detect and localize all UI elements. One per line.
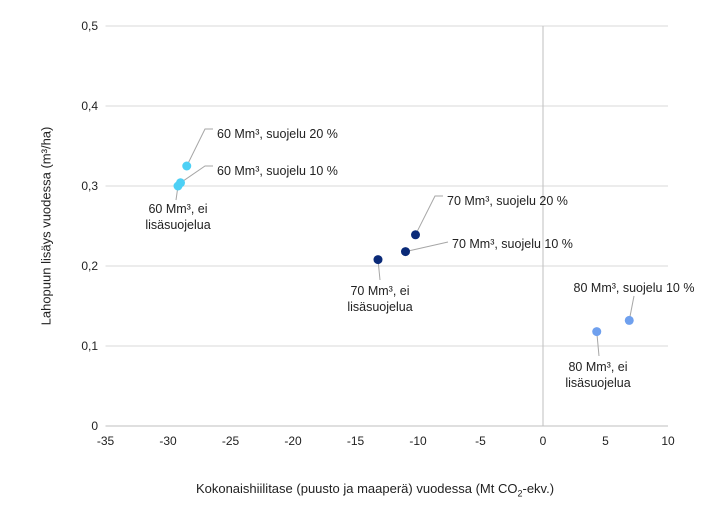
data-label: 60 Mm³, ei bbox=[148, 202, 207, 216]
y-axis-label: Lahopuun lisäys vuodessa (m³/ha) bbox=[38, 126, 54, 326]
leader-line bbox=[180, 165, 213, 184]
x-tick-label: -25 bbox=[222, 434, 240, 448]
data-label: lisäsuojelua bbox=[145, 218, 210, 232]
y-tick-label: 0 bbox=[91, 419, 98, 433]
x-axis-label-part: Kokonaishiilitase (puusto ja maaperä) vu… bbox=[195, 481, 518, 496]
leader-line bbox=[186, 128, 213, 167]
data-point bbox=[373, 255, 383, 265]
data-point bbox=[173, 181, 183, 191]
data-label: 70 Mm³, suojelu 10 % bbox=[452, 237, 573, 251]
data-label: 80 Mm³, ei bbox=[568, 360, 627, 374]
y-tick-label: 0,2 bbox=[81, 259, 98, 273]
y-tick-label: 0,5 bbox=[81, 19, 98, 33]
leader-line bbox=[415, 195, 443, 236]
x-tick-label: 10 bbox=[661, 434, 675, 448]
data-point bbox=[411, 230, 420, 240]
x-tick-label: -20 bbox=[284, 434, 302, 448]
data-label: lisäsuojelua bbox=[347, 300, 412, 314]
data-label: 70 Mm³, suojelu 20 % bbox=[447, 194, 568, 208]
data-point bbox=[401, 247, 410, 257]
x-tick-label: -30 bbox=[159, 434, 177, 448]
x-tick-label: 5 bbox=[602, 434, 609, 448]
y-tick-label: 0,3 bbox=[81, 179, 98, 193]
x-axis-label-part: -ekv.) bbox=[522, 481, 555, 496]
data-label: 60 Mm³, suojelu 10 % bbox=[217, 164, 338, 178]
leader-line bbox=[405, 241, 449, 253]
x-tick-label: 0 bbox=[540, 434, 547, 448]
data-point bbox=[182, 161, 192, 171]
y-tick-label: 0,4 bbox=[81, 99, 98, 113]
data-point bbox=[624, 315, 634, 325]
y-tick-label: 0,1 bbox=[81, 339, 98, 353]
x-axis-label: Kokonaishiilitase (puusto ja maaperä) vu… bbox=[0, 481, 720, 499]
data-label: 60 Mm³, suojelu 20 % bbox=[217, 127, 338, 141]
data-label: 80 Mm³, suojelu 10 % bbox=[574, 281, 695, 295]
x-tick-label: -15 bbox=[347, 434, 365, 448]
x-tick-label: -5 bbox=[475, 434, 486, 448]
x-tick-label: -10 bbox=[409, 434, 427, 448]
data-label: 70 Mm³, ei bbox=[350, 284, 409, 298]
x-tick-label: -35 bbox=[97, 434, 115, 448]
data-label: lisäsuojelua bbox=[565, 376, 630, 390]
x-axis-label-sub: 2 bbox=[517, 488, 523, 499]
data-point bbox=[592, 327, 602, 337]
